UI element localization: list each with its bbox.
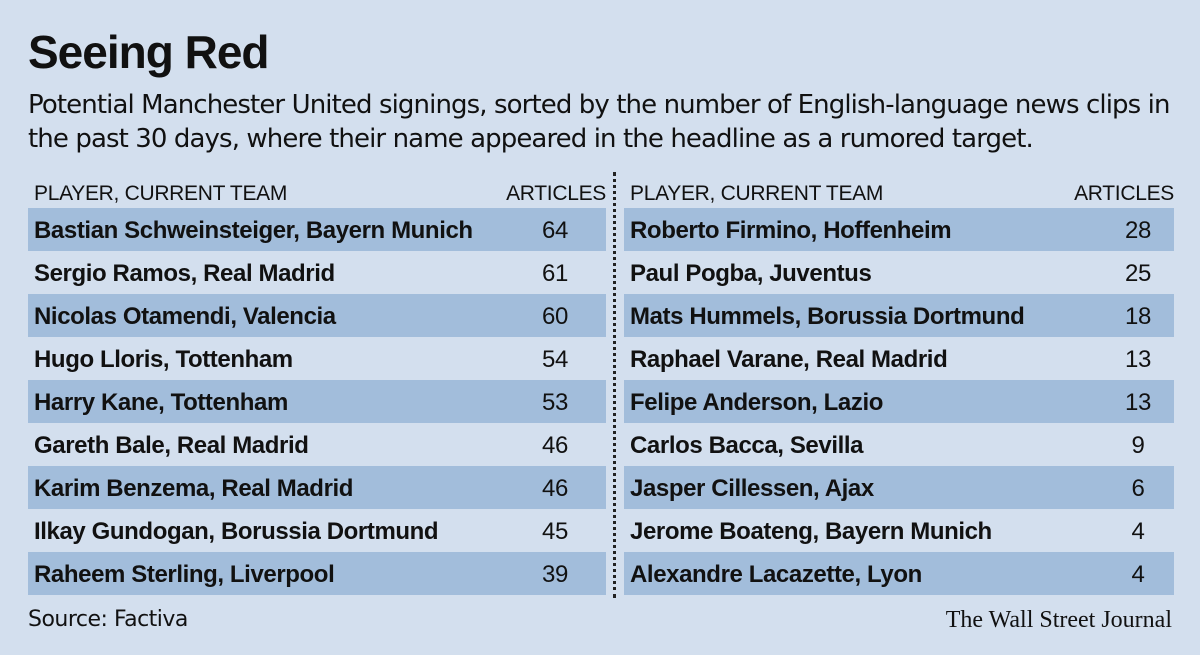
player-team-cell: Carlos Bacca, Sevilla: [630, 432, 864, 459]
credit-line: The Wall Street Journal: [945, 607, 1172, 633]
articles-cell: 61: [542, 260, 568, 287]
player-team-cell: Paul Pogba, Juventus: [630, 260, 872, 287]
player-team-cell: Hugo Lloris, Tottenham: [34, 346, 293, 373]
column-header-player: PLAYER, CURRENT TEAM: [34, 182, 288, 205]
left-table-rows: Bastian Schweinsteiger, Bayern Munich 64 S…: [28, 208, 606, 595]
source-note: Source: Factiva: [28, 607, 188, 632]
left-table-header: PLAYER, CURRENT TEAM ARTICLES: [28, 178, 606, 208]
player-team-cell: Ilkay Gundogan, Borussia Dortmund: [34, 518, 439, 545]
player-team-cell: Sergio Ramos, Real Madrid: [34, 260, 335, 287]
articles-cell: 45: [542, 518, 568, 545]
chart-subtitle: Potential Manchester United signings, so…: [28, 90, 1170, 154]
table-row: Karim Benzema, Real Madrid 46: [28, 466, 606, 509]
player-team-cell: Raphael Varane, Real Madrid: [630, 346, 948, 373]
table-row: Mats Hummels, Borussia Dortmund 18: [624, 294, 1174, 337]
right-table-rows: Roberto Firmino, Hoffenheim 28 Paul Pogba,…: [624, 208, 1174, 595]
table-row: Raphael Varane, Real Madrid 13: [624, 337, 1174, 380]
player-team-cell: Alexandre Lacazette, Lyon: [630, 561, 922, 588]
table-row: Alexandre Lacazette, Lyon 4: [624, 552, 1174, 595]
player-team-cell: Bastian Schweinsteiger, Bayern Munich: [34, 217, 473, 244]
articles-cell: 4: [1131, 518, 1145, 545]
player-team-cell: Gareth Bale, Real Madrid: [34, 432, 309, 459]
player-team-cell: Jerome Boateng, Bayern Munich: [630, 518, 992, 545]
articles-cell: 46: [542, 475, 568, 502]
player-team-cell: Harry Kane, Tottenham: [34, 389, 288, 416]
player-team-cell: Mats Hummels, Borussia Dortmund: [630, 303, 1025, 330]
left-table: PLAYER, CURRENT TEAM ARTICLES Bastian Sc…: [28, 178, 606, 595]
table-row: Ilkay Gundogan, Borussia Dortmund 45: [28, 509, 606, 552]
table-row: Hugo Lloris, Tottenham 54: [28, 337, 606, 380]
articles-cell: 64: [542, 217, 568, 244]
table-row: Bastian Schweinsteiger, Bayern Munich 64: [28, 208, 606, 251]
chart-title: Seeing Red: [28, 26, 270, 78]
column-header-articles: ARTICLES: [506, 182, 606, 205]
articles-cell: 13: [1125, 389, 1151, 416]
table-row: Gareth Bale, Real Madrid 46: [28, 423, 606, 466]
player-team-cell: Felipe Anderson, Lazio: [630, 389, 884, 416]
right-table-header: PLAYER, CURRENT TEAM ARTICLES: [624, 178, 1174, 208]
articles-cell: 53: [542, 389, 568, 416]
column-header-player: PLAYER, CURRENT TEAM: [630, 182, 884, 205]
player-team-cell: Nicolas Otamendi, Valencia: [34, 303, 336, 330]
table-row: Jasper Cillessen, Ajax 6: [624, 466, 1174, 509]
table-row: Jerome Boateng, Bayern Munich 4: [624, 509, 1174, 552]
articles-cell: 46: [542, 432, 568, 459]
articles-cell: 9: [1131, 432, 1145, 459]
articles-cell: 13: [1125, 346, 1151, 373]
table-row: Harry Kane, Tottenham 53: [28, 380, 606, 423]
table-row: Roberto Firmino, Hoffenheim 28: [624, 208, 1174, 251]
articles-cell: 25: [1125, 260, 1151, 287]
player-team-cell: Raheem Sterling, Liverpool: [34, 561, 335, 588]
player-team-cell: Jasper Cillessen, Ajax: [630, 475, 874, 502]
articles-cell: 54: [542, 346, 568, 373]
articles-cell: 18: [1125, 303, 1151, 330]
table-row: Paul Pogba, Juventus 25: [624, 251, 1174, 294]
column-header-articles: ARTICLES: [1074, 182, 1174, 205]
articles-cell: 28: [1125, 217, 1151, 244]
player-team-cell: Roberto Firmino, Hoffenheim: [630, 217, 952, 244]
articles-cell: 60: [542, 303, 568, 330]
table-row: Carlos Bacca, Sevilla 9: [624, 423, 1174, 466]
articles-cell: 39: [542, 561, 568, 588]
table-row: Nicolas Otamendi, Valencia 60: [28, 294, 606, 337]
player-team-cell: Karim Benzema, Real Madrid: [34, 475, 354, 502]
articles-cell: 6: [1131, 475, 1145, 502]
column-divider: [613, 172, 616, 598]
table-row: Raheem Sterling, Liverpool 39: [28, 552, 606, 595]
right-table: PLAYER, CURRENT TEAM ARTICLES Roberto Fi…: [624, 178, 1174, 595]
table-row: Sergio Ramos, Real Madrid 61: [28, 251, 606, 294]
table-row: Felipe Anderson, Lazio 13: [624, 380, 1174, 423]
articles-cell: 4: [1131, 561, 1145, 588]
